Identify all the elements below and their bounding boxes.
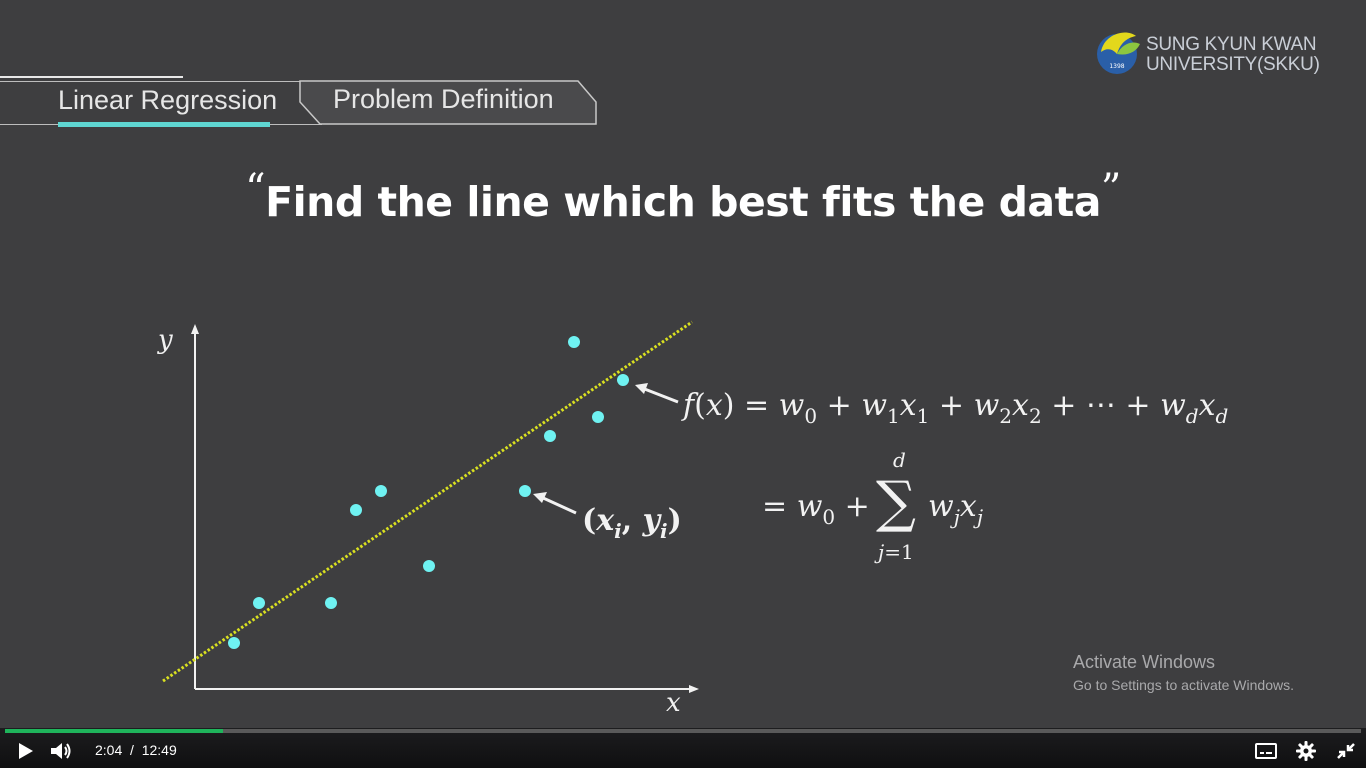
- lecture-slide: 1398 SUNG KYUN KWAN UNIVERSITY(SKKU) Lin…: [0, 26, 1366, 718]
- play-icon: [19, 743, 33, 759]
- y-axis-label: y: [158, 325, 173, 355]
- y-axis-arrow-icon: [191, 324, 199, 334]
- data-point: [350, 504, 362, 516]
- svg-text:1398: 1398: [1109, 63, 1124, 70]
- sum-term: wjxj: [928, 489, 984, 529]
- quote-open: “: [245, 166, 266, 212]
- activate-windows-title: Activate Windows: [1073, 652, 1216, 672]
- exit-fullscreen-icon: [1337, 743, 1355, 759]
- point-label: (xi, yi): [582, 503, 682, 543]
- data-point: [592, 411, 604, 423]
- x-axis-label: x: [666, 688, 681, 718]
- summation-equation: = w0 +: [762, 489, 870, 529]
- data-point: [253, 597, 265, 609]
- point-arrow: [540, 495, 577, 515]
- gear-icon: [1296, 741, 1316, 761]
- data-point: [423, 560, 435, 572]
- skku-logo: 1398 SUNG KYUN KWAN UNIVERSITY(SKKU): [1096, 26, 1336, 82]
- volume-icon: [51, 743, 71, 759]
- breadcrumb-topic-box: [299, 80, 597, 125]
- fit-line: [162, 320, 693, 683]
- video-controls-bar: [0, 728, 1366, 768]
- sum-lower-limit: j=1: [878, 540, 914, 564]
- data-point: [519, 485, 531, 497]
- data-point: [544, 430, 556, 442]
- regression-plot: [162, 320, 699, 693]
- progress-bar-fill: [5, 729, 224, 733]
- ginkgo-seal-icon: 1398: [1097, 32, 1140, 74]
- data-points: [228, 336, 629, 649]
- duration: 12:49: [141, 742, 177, 758]
- breadcrumb-section: Linear Regression: [58, 85, 278, 115]
- data-point: [228, 637, 240, 649]
- breadcrumb-accent-line: [0, 76, 183, 78]
- captions-button[interactable]: [1252, 738, 1280, 764]
- breadcrumb-section-underline: [58, 122, 270, 127]
- slide-title-text: Find the line which best fits the data: [265, 178, 1101, 226]
- current-time: 2:04: [95, 742, 123, 758]
- x-axis-arrow-icon: [689, 685, 699, 693]
- logo-line-2: UNIVERSITY(SKKU): [1146, 54, 1320, 75]
- fx-arrow-head-icon: [635, 383, 648, 394]
- data-point: [568, 336, 580, 348]
- quote-close: ”: [1100, 166, 1121, 212]
- data-point: [375, 485, 387, 497]
- logo-text: SUNG KYUN KWAN UNIVERSITY(SKKU): [1146, 35, 1320, 75]
- slide-title: “Find the line which best fits the data”: [0, 166, 1366, 226]
- data-point: [325, 597, 337, 609]
- breadcrumb-topic: Problem Definition: [333, 84, 554, 114]
- settings-button[interactable]: [1292, 738, 1320, 764]
- sigma-symbol: ∑: [876, 470, 916, 535]
- play-button[interactable]: [12, 738, 40, 764]
- time-display: 2:04 / 12:49: [95, 742, 177, 758]
- logo-line-1: SUNG KYUN KWAN: [1146, 34, 1317, 55]
- progress-bar[interactable]: [5, 729, 1361, 733]
- volume-button[interactable]: [47, 738, 75, 764]
- linear-model-equation: f(x) = w0 + w1x1 + w2x2 + ⋯ + wdxd: [683, 388, 1229, 428]
- data-point: [617, 374, 629, 386]
- point-arrow-head-icon: [533, 492, 547, 503]
- captions-icon: [1255, 743, 1277, 759]
- exit-fullscreen-button[interactable]: [1332, 738, 1360, 764]
- sum-upper-limit: d: [893, 448, 906, 472]
- time-separator: /: [130, 742, 134, 758]
- activate-windows-subtitle: Go to Settings to activate Windows.: [1073, 677, 1294, 693]
- fx-arrow: [641, 386, 679, 404]
